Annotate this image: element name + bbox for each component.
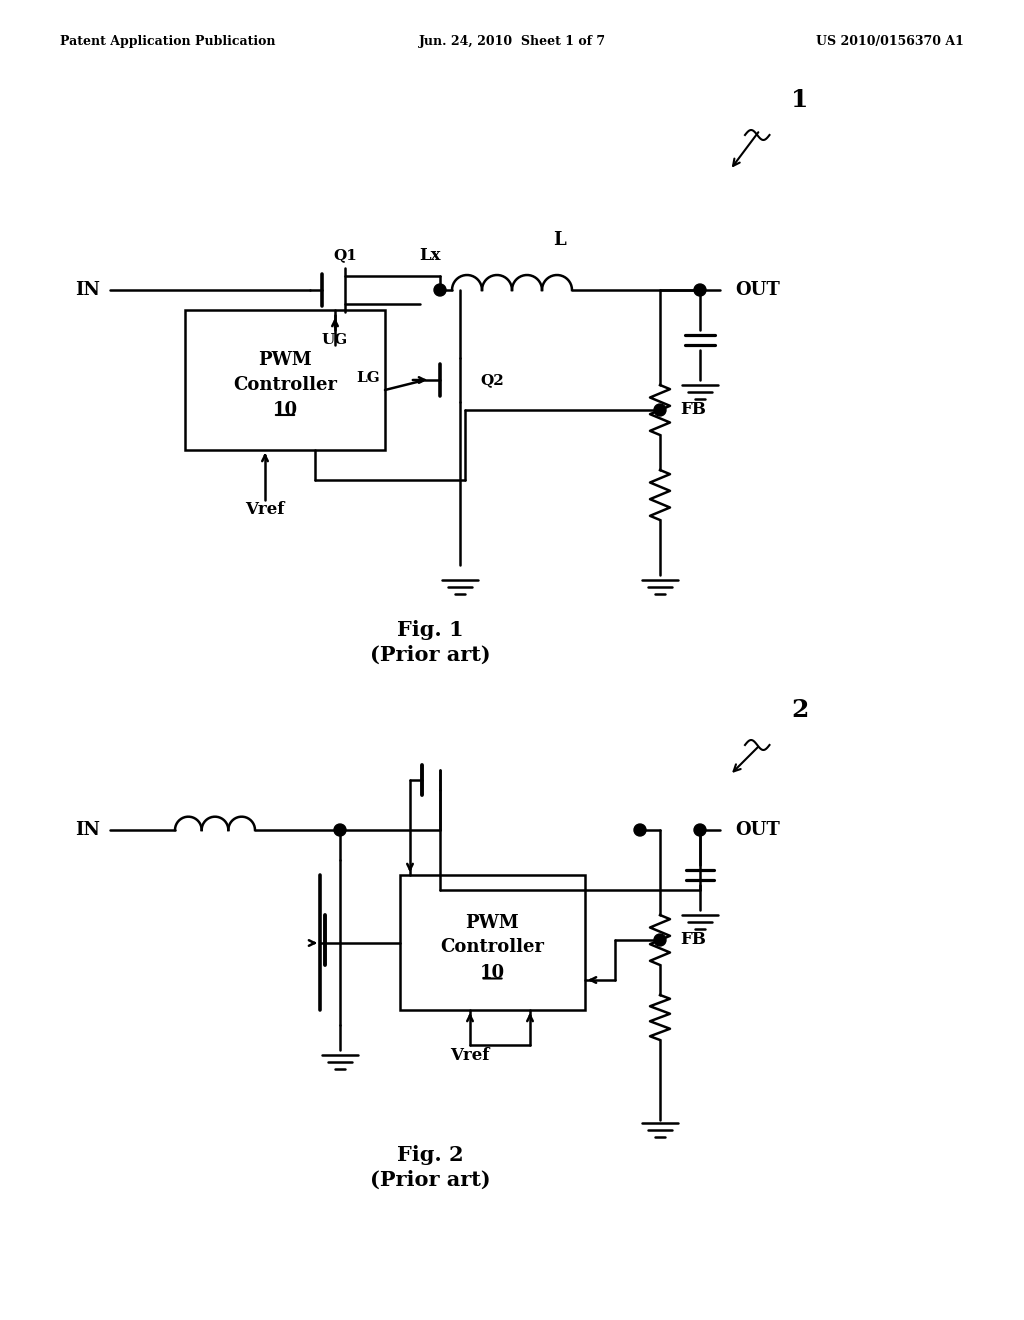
- Text: Lx: Lx: [419, 247, 440, 264]
- Text: (Prior art): (Prior art): [370, 1170, 490, 1191]
- Circle shape: [334, 824, 346, 836]
- Text: IN: IN: [75, 821, 100, 840]
- Bar: [185, 310, 385, 450]
- Circle shape: [434, 284, 446, 296]
- Circle shape: [694, 824, 706, 836]
- Text: Q2: Q2: [480, 374, 504, 387]
- Text: FB: FB: [680, 401, 706, 418]
- Text: Vref: Vref: [451, 1047, 489, 1064]
- Text: OUT: OUT: [735, 281, 779, 300]
- Text: (Prior art): (Prior art): [370, 645, 490, 665]
- Text: L: L: [554, 231, 566, 249]
- Text: Controller: Controller: [440, 939, 545, 957]
- Text: 1: 1: [792, 88, 809, 112]
- Text: OUT: OUT: [735, 821, 779, 840]
- Text: PWM: PWM: [466, 913, 519, 932]
- Text: IN: IN: [75, 281, 100, 300]
- Text: Fig. 1: Fig. 1: [396, 620, 463, 640]
- Text: Jun. 24, 2010  Sheet 1 of 7: Jun. 24, 2010 Sheet 1 of 7: [419, 36, 605, 48]
- Text: FB: FB: [680, 932, 706, 949]
- Text: UG: UG: [322, 333, 348, 347]
- Text: Q1: Q1: [333, 248, 357, 261]
- Text: LG: LG: [356, 371, 380, 385]
- Circle shape: [654, 935, 666, 946]
- Bar: [400, 875, 585, 1010]
- Text: US 2010/0156370 A1: US 2010/0156370 A1: [816, 36, 964, 48]
- Circle shape: [634, 824, 646, 836]
- Circle shape: [694, 284, 706, 296]
- Circle shape: [654, 404, 666, 416]
- Text: Patent Application Publication: Patent Application Publication: [60, 36, 275, 48]
- Text: Fig. 2: Fig. 2: [396, 1144, 463, 1166]
- Text: Controller: Controller: [233, 376, 337, 393]
- Text: PWM: PWM: [258, 351, 312, 370]
- Text: 10: 10: [480, 964, 505, 982]
- Text: 10: 10: [272, 401, 298, 418]
- Text: Vref: Vref: [246, 502, 285, 519]
- Text: 2: 2: [792, 698, 809, 722]
